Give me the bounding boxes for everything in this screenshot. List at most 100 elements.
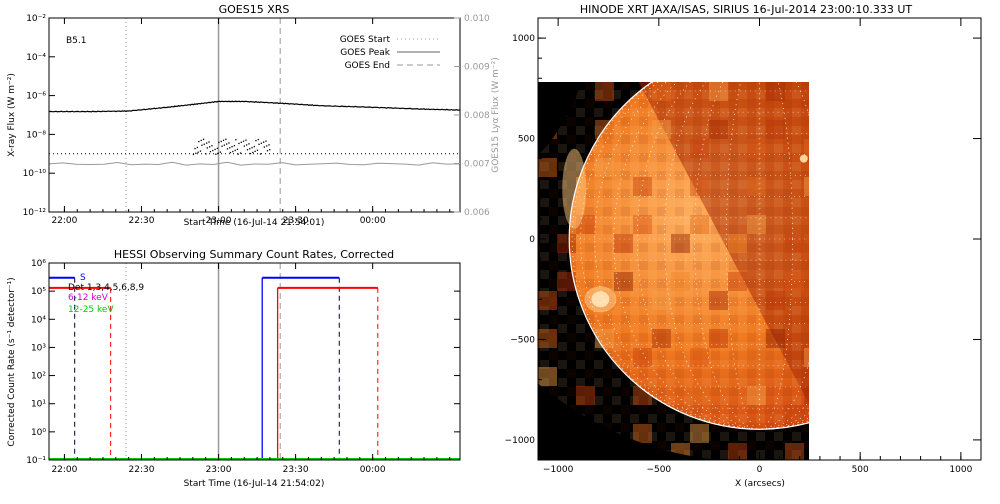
- hessi-y-tick-label: 10³: [31, 343, 46, 353]
- goes-data-point: [195, 152, 197, 154]
- xrt-pixel-block: [766, 82, 785, 101]
- goes-data-point: [228, 142, 230, 144]
- xrt-pixel-block: [538, 367, 557, 386]
- xrt-pixel-block: [690, 348, 709, 367]
- goes-y-tick-label: 10⁻¹²: [23, 208, 47, 218]
- goes-data-point: [196, 146, 198, 149]
- xrt-y-tick-label: 0: [529, 235, 535, 245]
- goes-data-point: [263, 146, 265, 148]
- goes-data-point: [251, 147, 253, 149]
- goes-plot-frame: [48, 17, 461, 213]
- goes-x-tick-label: 22:00: [51, 216, 77, 226]
- goes-data-point: [248, 143, 250, 145]
- xrt-pixel-block: [785, 405, 804, 424]
- hessi-y-tick-label: 10⁴: [31, 315, 46, 325]
- goes-legend: GOES Start GOES Peak GOES End: [340, 35, 440, 71]
- goes-data-point: [194, 147, 196, 150]
- goes-series-line-1: [49, 100, 460, 113]
- goes-data-point: [235, 139, 237, 141]
- goes-data-point: [226, 143, 228, 145]
- xrt-pixel-block: [804, 139, 809, 158]
- goes-series-line-2: [49, 161, 460, 166]
- xrt-pixel-block: [709, 291, 728, 310]
- goes-data-point: [259, 153, 262, 155]
- xrt-x-tick-label: 0: [757, 465, 763, 475]
- goes-xrs-panel: GOES15 XRS 22:00 22:30 23:00 23:30 00:00 10⁻¹…: [7, 3, 501, 228]
- xrt-pixel-block: [633, 177, 652, 196]
- xrt-x-tick-label: −1000: [543, 465, 574, 475]
- xrt-pixel-block: [633, 386, 652, 405]
- goes-data-point: [208, 141, 210, 143]
- hessi-plot-frame: [48, 262, 461, 461]
- xrt-pixel-block: [595, 158, 614, 177]
- hessi-panel: HESSI Observing Summary Count Rates, Cor…: [7, 248, 461, 489]
- goes-axes: 22:00 22:30 23:00 23:30 00:00 10⁻¹² 10⁻¹⁰ 10⁻⁸ 1…: [23, 14, 490, 226]
- xrt-y-tick-label: 1000: [512, 34, 535, 44]
- xrt-x-tick-label: 500: [852, 465, 869, 475]
- goes-data-point: [209, 151, 212, 153]
- goes-data-point: [236, 148, 239, 150]
- xrt-pixel-blocks: [538, 82, 809, 460]
- goes-data-point: [218, 141, 220, 144]
- goes-title: GOES15 XRS: [219, 3, 290, 16]
- hessi-title: HESSI Observing Summary Count Rates, Cor…: [114, 248, 394, 261]
- hessi-y-tick-label: 10¹: [31, 400, 46, 410]
- xrt-pixel-block: [614, 234, 633, 253]
- xrt-pixel-block: [766, 291, 785, 310]
- xrt-x-tick-label: −500: [646, 465, 671, 475]
- goes-x-tick-label: 22:30: [129, 216, 155, 226]
- goes-y-tick-label: 10⁻⁸: [26, 130, 46, 140]
- xrt-image-panel: HINODE XRT JAXA/ISAS, SIRIUS 16-Jul-2014…: [505, 3, 982, 489]
- xrt-y-tick-label: −500: [510, 335, 535, 345]
- goes-x-tick-label: 23:00: [206, 216, 232, 226]
- xrt-pixel-block: [747, 215, 766, 234]
- hessi-y-tick-label: 10⁻¹: [26, 456, 46, 466]
- goes-data-point: [201, 144, 203, 146]
- hessi-y-tick-label: 10⁶: [31, 259, 46, 269]
- goes-data-point: [257, 138, 259, 141]
- goes-y2-tick-label: 0.007: [464, 160, 490, 170]
- goes-data-point: [231, 146, 233, 148]
- goes-data-point: [202, 138, 205, 140]
- goes-data-point: [209, 146, 211, 148]
- goes-data-point: [197, 151, 199, 153]
- xrt-pixel-block: [747, 348, 766, 367]
- goes-data-point: [266, 150, 269, 152]
- goes-data-point: [198, 140, 200, 143]
- xrt-pixel-block: [671, 234, 690, 253]
- goes-data-point: [200, 139, 202, 142]
- goes-y2-tick-label: 0.006: [464, 208, 490, 218]
- goes-data-point: [219, 151, 222, 153]
- xrt-pixel-block: [728, 272, 747, 291]
- xrt-pixel-block: [785, 443, 804, 460]
- goes-legend-label: GOES Peak: [340, 48, 390, 58]
- goes-data-point: [222, 139, 225, 141]
- xrt-pixel-block: [766, 120, 785, 139]
- xrt-title: HINODE XRT JAXA/ISAS, SIRIUS 16-Jul-2014…: [580, 3, 913, 16]
- xrt-solar-image: [538, 82, 809, 460]
- xrt-y-tick-label: 500: [518, 135, 535, 145]
- goes-data-point: [266, 145, 268, 147]
- xrt-pixel-block: [633, 348, 652, 367]
- goes-data-point: [233, 145, 235, 147]
- goes-data-point: [260, 142, 262, 144]
- xrt-y-tick-label: −1000: [505, 436, 536, 446]
- goes-data-point: [249, 148, 251, 150]
- xrt-active-region-glow: [584, 286, 617, 313]
- xrt-off-disk-dark: [538, 383, 720, 460]
- goes-data-point: [211, 145, 213, 147]
- xrt-x-tick-label: 1000: [949, 465, 972, 475]
- goes-data-point: [192, 153, 195, 156]
- xrt-pixel-block: [557, 234, 576, 253]
- xrt-pixel-block: [652, 120, 671, 139]
- hessi-plot-area: [49, 263, 460, 460]
- goes-data-point: [258, 143, 260, 145]
- goes-y2-tick-label: 0.010: [464, 14, 490, 24]
- goes-data-point: [253, 145, 255, 148]
- goes-data-point: [217, 152, 219, 154]
- hessi-y-tick-label: 10⁵: [31, 287, 46, 297]
- goes-y-tick-label: 10⁻⁶: [26, 92, 46, 102]
- xrt-pixel-block: [557, 272, 576, 291]
